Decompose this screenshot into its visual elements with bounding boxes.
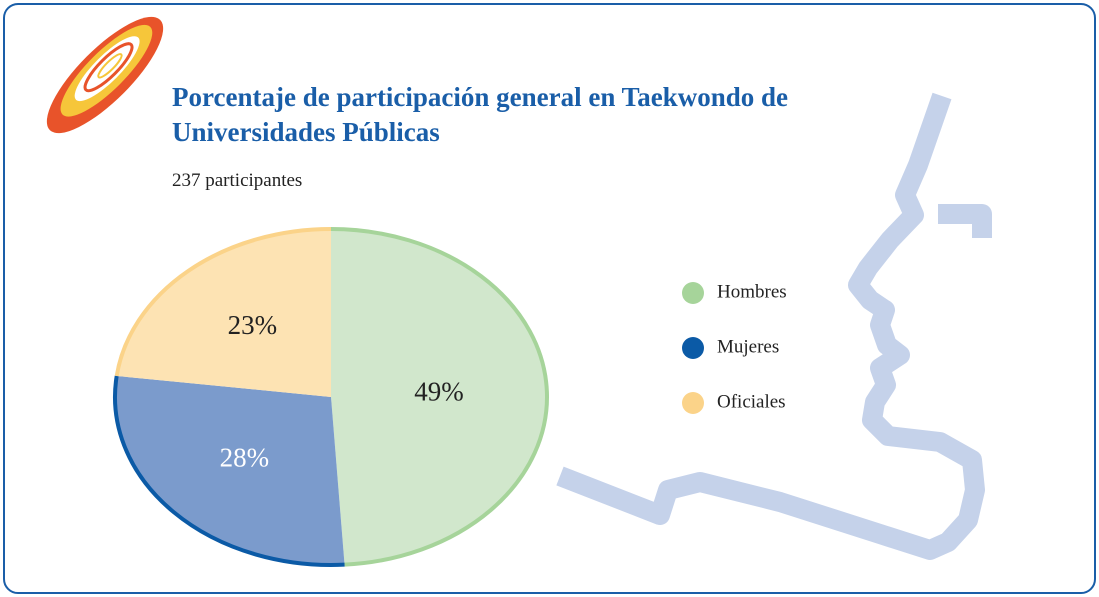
- pie-slice: [117, 229, 331, 397]
- legend-label: Oficiales: [717, 391, 786, 412]
- face-silhouette: [560, 96, 982, 550]
- slice-label: 49%: [414, 377, 464, 407]
- legend-marker: [682, 392, 704, 414]
- infographic: 49% 28% 23% Hombres Mujeres Oficiales Porcent…: [0, 0, 1099, 597]
- chart-subtitle: 237 participantes: [172, 170, 302, 192]
- legend-marker: [682, 282, 704, 304]
- legend-label: Mujeres: [717, 336, 779, 357]
- slice-label: 23%: [228, 310, 278, 340]
- logo: [31, 1, 178, 148]
- legend-marker: [682, 337, 704, 359]
- legend-label: Hombres: [717, 281, 787, 302]
- slice-label: 28%: [220, 442, 270, 472]
- chart-title: Porcentaje de participación general en T…: [172, 80, 872, 150]
